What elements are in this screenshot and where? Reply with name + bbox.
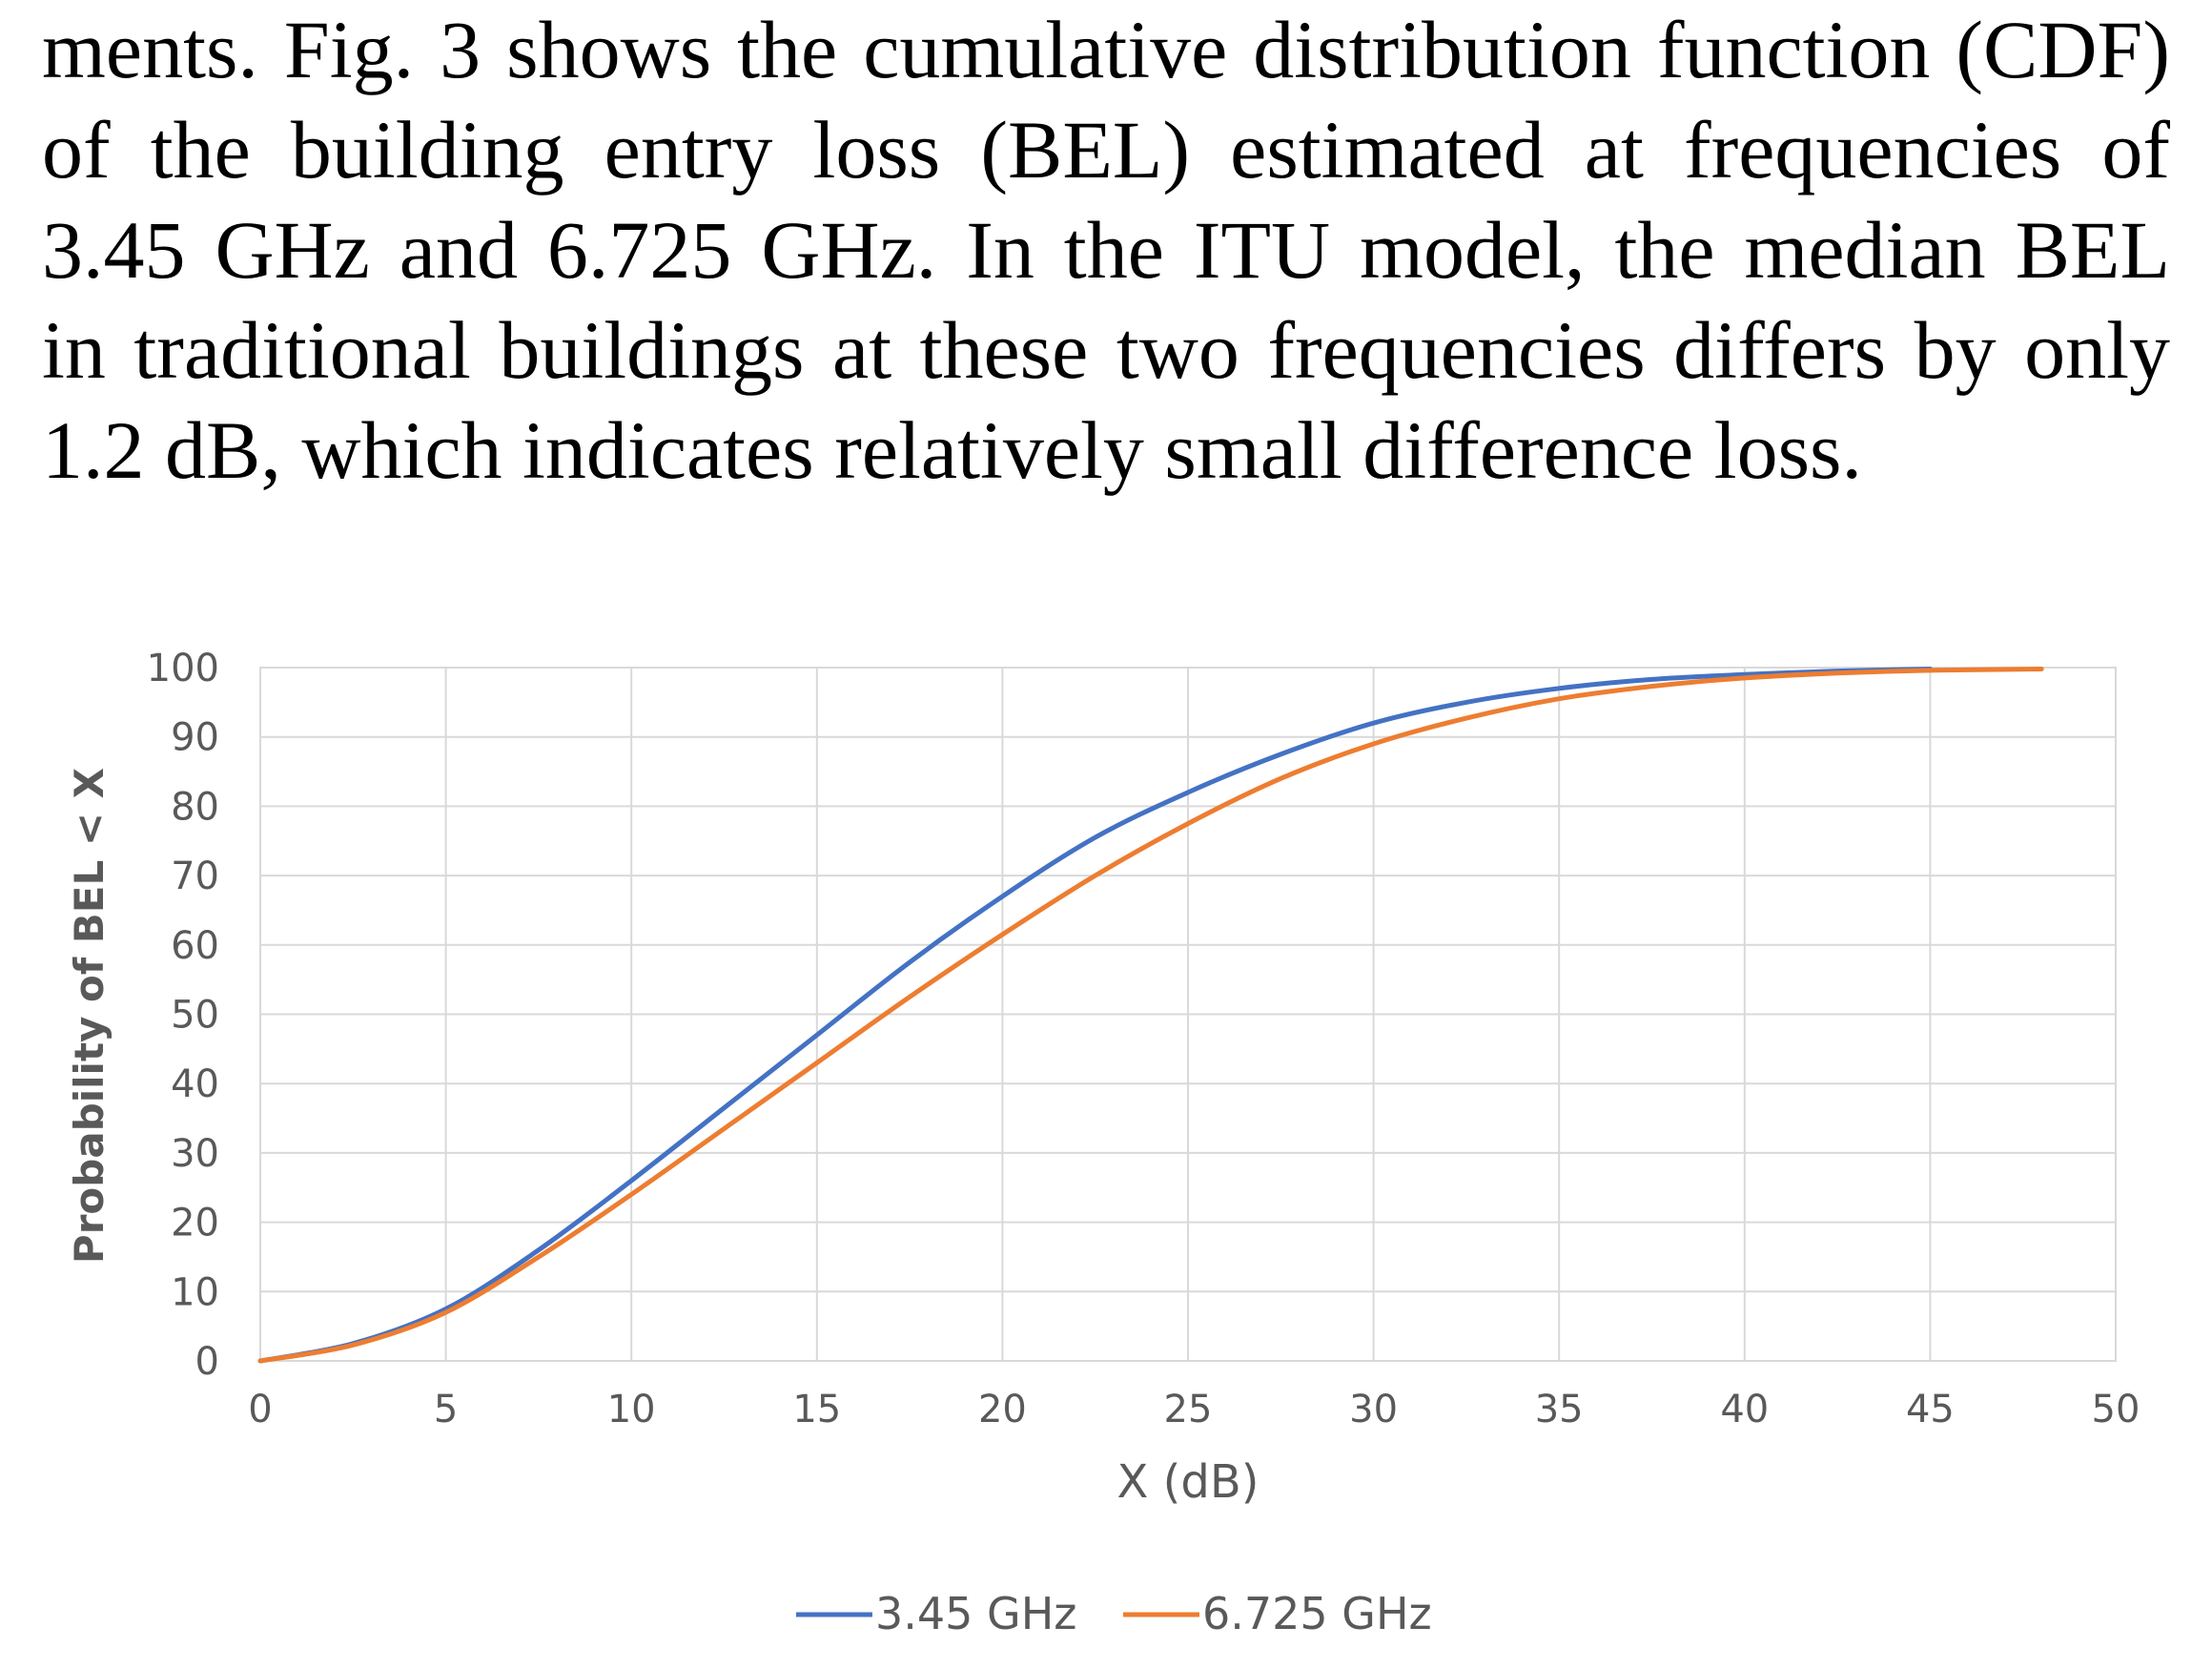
- body-paragraph: ments. Fig. 3 shows the cumulative distr…: [42, 0, 2170, 501]
- x-tick-label: 40: [1720, 1388, 1769, 1431]
- paragraph-line-5: 1.2 dB, which indicates relatively small…: [42, 404, 1863, 496]
- y-tick-label: 70: [171, 855, 219, 898]
- legend-label-3-45-ghz: 3.45 GHz: [875, 1588, 1076, 1639]
- paragraph-line-4: in traditional buildings at these two fr…: [42, 304, 2170, 396]
- x-tick-label: 10: [607, 1388, 656, 1431]
- x-tick-label: 0: [248, 1388, 272, 1431]
- x-tick-label: 30: [1349, 1388, 1398, 1431]
- x-axis-ticks: 0 5 10 15 20 25 30 35 40 45 50: [248, 1388, 2140, 1431]
- series-line-6-725-ghz: [257, 667, 2044, 1364]
- x-tick-label: 35: [1535, 1388, 1584, 1431]
- y-tick-label: 80: [171, 785, 219, 829]
- x-tick-label: 25: [1164, 1388, 1213, 1431]
- y-tick-label: 30: [171, 1132, 219, 1176]
- x-tick-label: 15: [792, 1388, 841, 1431]
- x-tick-label: 50: [2092, 1388, 2140, 1431]
- y-tick-label: 50: [171, 994, 219, 1038]
- y-tick-label: 60: [171, 924, 219, 968]
- y-tick-label: 10: [171, 1270, 219, 1314]
- paragraph-line-1: ments. Fig. 3 shows the cumulative distr…: [42, 4, 2170, 95]
- paragraph-line-3: 3.45 GHz and 6.725 GHz. In the ITU model…: [42, 204, 2170, 296]
- paragraph-line-2: of the building entry loss (BEL) estimat…: [42, 104, 2170, 196]
- y-tick-label: 20: [171, 1202, 219, 1246]
- y-axis-label: Probability of BEL < X: [66, 768, 113, 1264]
- legend-label-6-725-ghz: 6.725 GHz: [1202, 1588, 1432, 1639]
- y-tick-label: 100: [147, 647, 219, 690]
- y-axis-ticks: 0 10 20 30 40 50 60 70 80 90 100: [147, 647, 219, 1384]
- x-axis-label: X (dB): [1117, 1455, 1260, 1509]
- chart-gridlines: [260, 668, 2116, 1361]
- y-tick-label: 40: [171, 1062, 219, 1106]
- y-tick-label: 0: [195, 1340, 219, 1384]
- x-tick-label: 20: [978, 1388, 1027, 1431]
- chart-legend: 3.45 GHz 6.725 GHz: [796, 1588, 1432, 1639]
- plot-area-border: [259, 667, 2117, 1362]
- series-lines: [257, 667, 2044, 1364]
- x-tick-label: 45: [1906, 1388, 1955, 1431]
- series-line-3-45-ghz: [257, 667, 1933, 1364]
- y-tick-label: 90: [171, 716, 219, 760]
- bel-cdf-chart: 0 5 10 15 20 25 30 35 40 45 50 0 10 20 30 40 50 60 70 80 90…: [66, 647, 2140, 1639]
- x-tick-label: 5: [434, 1388, 458, 1431]
